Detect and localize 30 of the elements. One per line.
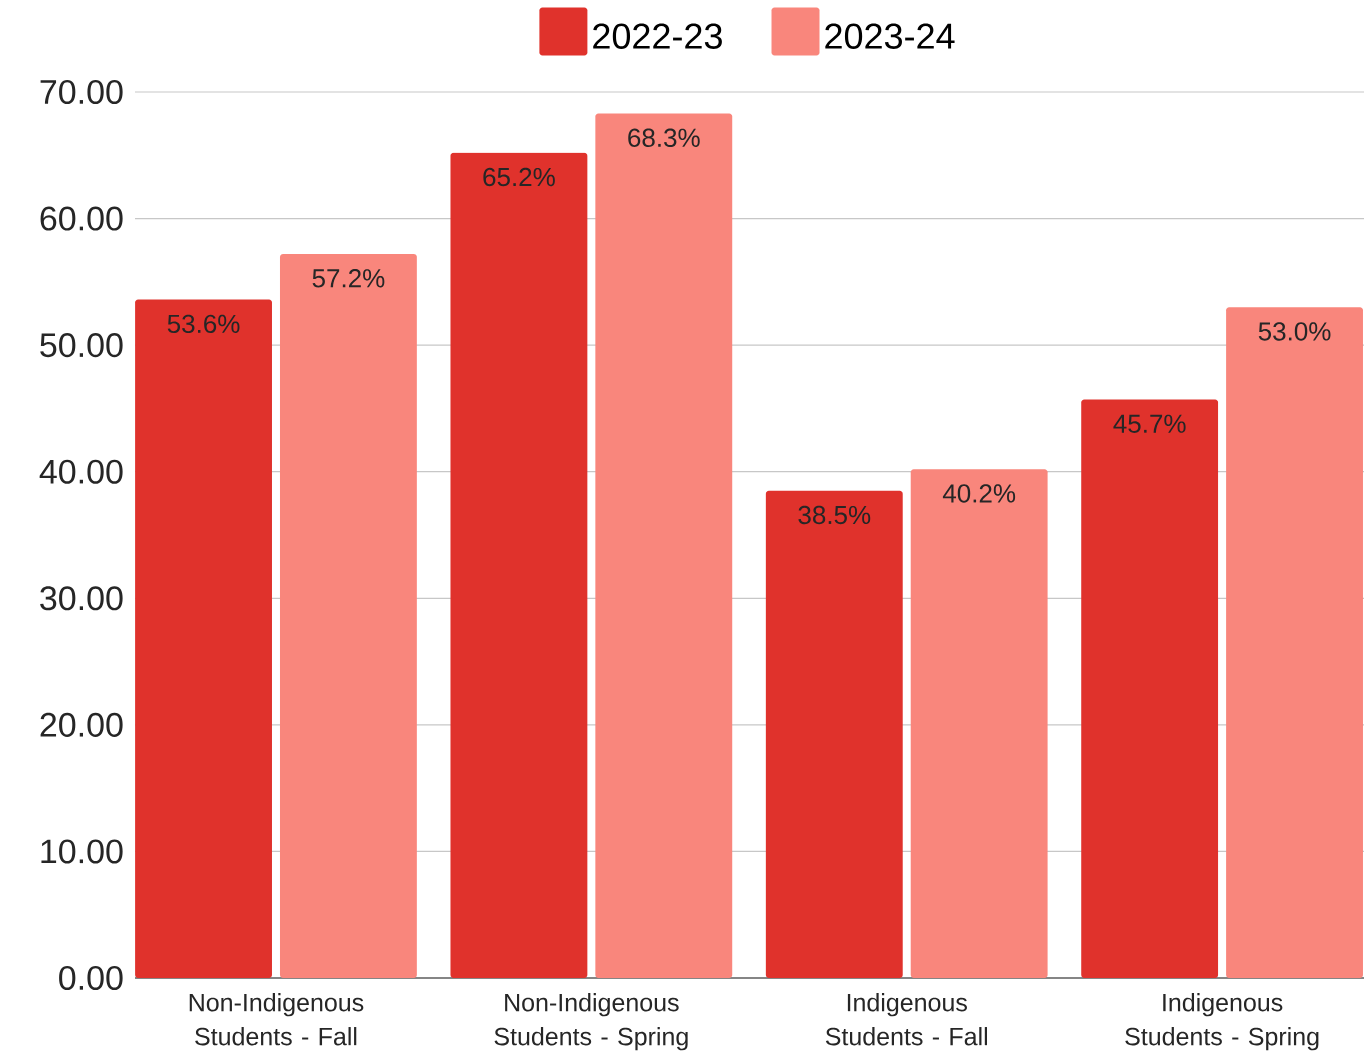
- x-tick-label: Indigenous Students - Fall: [825, 993, 988, 1046]
- y-tick-label: 30.00: [40, 586, 123, 611]
- y-tick-label: 40.00: [39, 459, 123, 484]
- y-tick-label: 50.00: [40, 333, 123, 358]
- bar: [450, 152, 588, 978]
- bar: [135, 299, 272, 978]
- data-label: 53.6%: [167, 314, 240, 334]
- y-tick-label: 20.00: [40, 712, 123, 737]
- x-tick-label: Non-Indigenous Students - Fall: [189, 993, 364, 1046]
- data-label: 57.2%: [312, 269, 385, 288]
- bar: [765, 490, 903, 978]
- bar: [1226, 307, 1363, 978]
- data-label: 40.2%: [942, 484, 1016, 503]
- legend-label: 2023-24: [825, 23, 955, 49]
- data-label: 68.3%: [628, 128, 700, 147]
- bar: [1081, 399, 1219, 978]
- y-tick-label: 70.00: [40, 79, 123, 105]
- bar: [910, 469, 1048, 978]
- x-tick-label: Indigenous Students - Spring: [1125, 993, 1319, 1051]
- x-tick-label: Non-Indigenous Students - Spring: [494, 993, 688, 1051]
- data-label: 65.2%: [483, 167, 555, 187]
- data-label: 38.5%: [798, 505, 871, 525]
- data-label: 45.7%: [1113, 414, 1186, 433]
- bar: [595, 113, 733, 978]
- data-label: 53.0%: [1258, 322, 1331, 341]
- bar: [279, 254, 417, 978]
- y-tick-label: 0.00: [59, 965, 123, 991]
- y-tick-label: 10.00: [41, 839, 123, 864]
- legend-label: 2022-23: [593, 23, 722, 49]
- y-tick-label: 60.00: [40, 206, 123, 231]
